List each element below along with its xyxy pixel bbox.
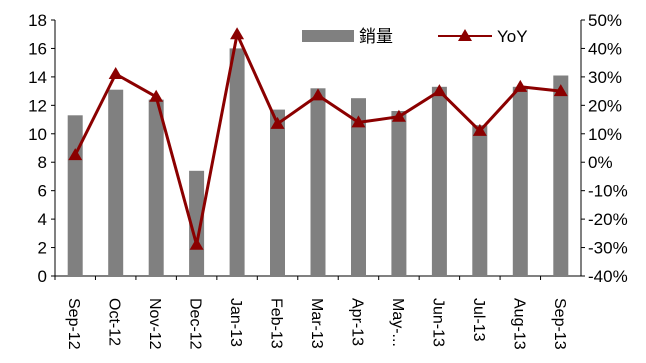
yoy-marker [311,88,325,101]
bar [108,89,124,276]
x-tick-label: Nov-12 [146,298,163,350]
bar [512,86,528,276]
legend-swatch-sales [302,30,354,42]
line-series-yoy [68,27,568,250]
bar [553,75,569,276]
bar [391,111,407,276]
right-tick-label: -10% [588,182,628,201]
legend-label-yoy: YoY [497,27,528,46]
x-tick-label: Mar-13 [308,298,325,349]
x-tick-label: Aug-13 [510,298,527,350]
right-tick-label: 50% [588,11,622,30]
right-tick-label: 10% [588,125,622,144]
left-tick-label: 8 [38,153,47,172]
x-tick-label: Jul-13 [470,298,487,342]
legend: 銷量 YoY [302,27,528,46]
left-tick-label: 16 [28,39,47,58]
left-tick-label: 14 [28,68,47,87]
x-tick-label: May-... [389,298,406,347]
yoy-marker [553,84,568,97]
legend-marker-yoy [458,29,472,41]
bar [67,115,83,276]
bar-series-sales [67,48,569,277]
right-tick-label: -40% [588,267,628,286]
yoy-marker [391,109,406,122]
left-axis-ticks: 0 2 4 6 8 10 12 14 16 18 [28,11,55,286]
left-tick-label: 18 [28,11,47,30]
bar [351,98,366,276]
yoy-marker [149,89,164,102]
x-tick-label: Feb-13 [268,298,285,349]
bar [148,99,164,276]
yoy-marker [230,27,245,40]
right-tick-label: -30% [588,239,628,258]
bar [270,109,285,276]
yoy-marker [108,67,123,80]
bar [431,86,447,276]
left-tick-label: 2 [38,239,47,258]
x-tick-label: Oct-12 [106,298,123,346]
x-tick-label: Apr-13 [349,298,366,346]
bar [310,88,326,276]
x-tick-label: Jan-13 [227,298,244,347]
x-axis-ticks: Sep-12 Oct-12 Nov-12 Dec-12 Jan-13 Feb-13 Mar-… [54,276,568,350]
legend-label-sales: 銷量 [359,27,393,46]
x-tick-label: Jun-13 [429,298,446,347]
yoy-marker [68,148,83,161]
bar [472,125,488,276]
yoy-marker [189,237,204,250]
right-tick-label: -20% [588,210,628,229]
right-tick-label: 20% [588,96,622,115]
right-tick-label: 0% [588,153,613,172]
right-tick-label: 40% [588,39,622,58]
left-tick-label: 4 [38,210,47,229]
yoy-marker [472,123,487,136]
yoy-marker [270,116,285,129]
yoy-marker [432,84,447,97]
x-tick-label: Sep-13 [551,298,568,350]
x-tick-label: Dec-12 [187,298,204,350]
left-tick-label: 6 [38,182,47,201]
left-tick-label: 0 [38,267,47,286]
yoy-marker [513,79,528,92]
right-tick-label: 30% [588,68,622,87]
left-tick-label: 10 [28,125,47,144]
right-axis-ticks: -40% -30% -20% -10% 0% 10% 20% 30% 40% 50% [581,11,628,286]
yoy-marker [351,115,366,128]
x-tick-label: Sep-12 [65,298,82,350]
left-tick-label: 12 [28,96,47,115]
bar [229,48,245,277]
